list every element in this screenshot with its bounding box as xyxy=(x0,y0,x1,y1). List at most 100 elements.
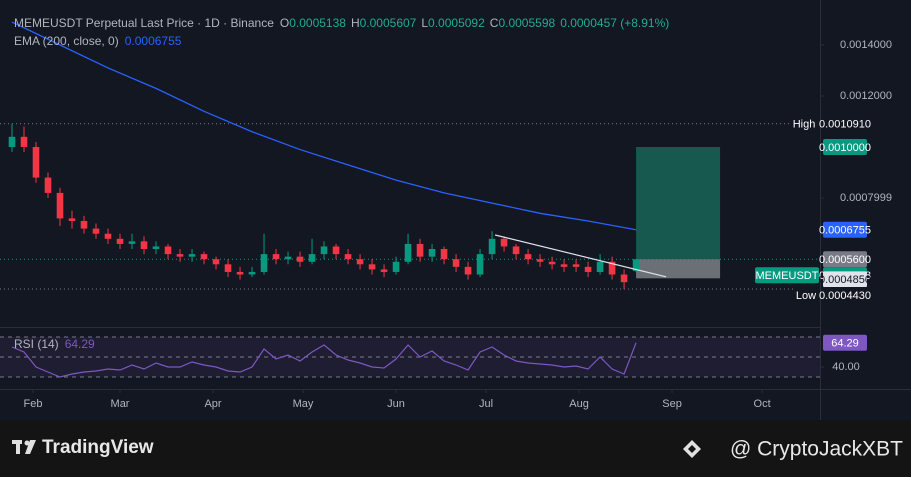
footer-background xyxy=(0,420,911,477)
candle-body xyxy=(308,254,316,262)
x-tick-label: Oct xyxy=(754,398,771,410)
candle-body xyxy=(488,238,496,255)
logo-shape xyxy=(25,440,36,454)
rsi-label: RSI (14) xyxy=(14,337,59,351)
candle-body xyxy=(212,259,220,265)
candle-body xyxy=(512,246,520,255)
price-tag-label: Low xyxy=(796,290,816,302)
candle-body xyxy=(128,241,136,244)
price-badge xyxy=(823,139,867,156)
rsi-line xyxy=(11,342,637,378)
y-tick-label: 0.0012000 xyxy=(840,90,892,102)
watermark-icon xyxy=(683,440,701,458)
candle-body xyxy=(44,177,52,193)
candle-body xyxy=(380,269,388,272)
price-badge xyxy=(823,251,867,268)
candle-body xyxy=(68,218,76,221)
candle-body xyxy=(344,254,352,260)
rsi-legend: RSI (14) 64.29 xyxy=(14,337,95,351)
rsi-tick-label: 40.00 xyxy=(832,361,860,373)
x-tick-label: Sep xyxy=(662,398,682,410)
candle-body xyxy=(320,246,328,255)
candle-body xyxy=(428,249,436,257)
candle-body xyxy=(572,264,580,267)
candle-body xyxy=(284,256,292,260)
candle-body xyxy=(548,261,556,265)
candle-body xyxy=(164,246,172,255)
candle-body xyxy=(8,136,16,148)
x-tick-label: Feb xyxy=(24,398,43,410)
x-tick-label: Jun xyxy=(387,398,405,410)
price-tag xyxy=(789,115,819,132)
candle-body xyxy=(332,246,340,255)
candle-body xyxy=(620,274,628,283)
candle-body xyxy=(464,266,472,275)
price-badge-label: 0.0006755 xyxy=(819,225,871,237)
target-zone xyxy=(636,147,721,260)
candle-body xyxy=(416,243,424,257)
candle-body xyxy=(200,254,208,260)
price-badge-label: 0.0004850 xyxy=(819,274,871,286)
candle-body xyxy=(32,147,40,178)
ema-line xyxy=(11,21,637,231)
price-badge xyxy=(823,334,867,351)
ema-label: EMA (200, close, 0) xyxy=(14,34,119,48)
candle-body xyxy=(92,228,100,234)
logo-shape xyxy=(24,440,30,446)
y-tick-label: 0.0007999 xyxy=(840,192,892,204)
price-tag-label: MEMEUSDT xyxy=(756,270,819,282)
candle-body xyxy=(536,259,544,262)
candle-body xyxy=(452,259,460,267)
candle-body xyxy=(248,271,256,275)
y-tick-label: 0.0014000 xyxy=(840,39,892,51)
logo-shape xyxy=(16,440,20,454)
price-badge-label: 0.0005600 xyxy=(819,254,871,266)
candle-body xyxy=(632,259,640,271)
candle-body xyxy=(140,241,148,250)
candle-body xyxy=(584,266,592,272)
candle-body xyxy=(104,233,112,239)
ohlc-value: 0.0005138 xyxy=(289,16,346,30)
candle-body xyxy=(356,259,364,265)
candle-body xyxy=(404,243,412,262)
title: MEMEUSDT Perpetual Last Price · 1D · Bin… xyxy=(14,16,274,30)
price-badge-label: 0.0004430 xyxy=(819,290,871,302)
x-tick-label: May xyxy=(293,398,314,410)
price-badge-label: 0.0010000 xyxy=(819,142,871,154)
candle-body xyxy=(368,264,376,270)
candle-body xyxy=(80,220,88,229)
stop-zone xyxy=(636,259,721,279)
candle-body xyxy=(608,261,616,275)
ohlc-value: 0.0005607 xyxy=(360,16,417,30)
price-badge-label: 64.29 xyxy=(831,338,859,350)
price-badge xyxy=(823,115,867,132)
ema-legend: EMA (200, close, 0) 0.0006755 xyxy=(14,34,182,48)
ohlc-value: 0.0005092 xyxy=(428,16,485,30)
candle-body xyxy=(596,261,604,272)
header: MEMEUSDT Perpetual Last Price · 1D · Bin… xyxy=(14,16,669,30)
candle-body xyxy=(20,136,28,148)
candle-body xyxy=(176,254,184,257)
candle-body xyxy=(560,264,568,267)
price-tag-label: High xyxy=(793,119,816,131)
candle-body xyxy=(188,254,196,257)
candle-body xyxy=(224,264,232,272)
plot: Feb Mar Apr May Jun Jul Aug Sep Oct 0.0014000 0.00… xyxy=(0,21,892,410)
candle-body xyxy=(56,192,64,219)
change: 0.0000457 (+8.91%) xyxy=(560,16,669,30)
price-tag xyxy=(755,267,819,284)
price-badge xyxy=(823,221,867,238)
candle-body xyxy=(116,238,124,244)
candle-body xyxy=(524,254,532,260)
x-tick-label: Apr xyxy=(204,398,221,410)
candle-body xyxy=(152,246,160,250)
candle-body xyxy=(272,254,280,260)
candle-body xyxy=(236,271,244,275)
candle-body xyxy=(260,254,268,272)
rsi-value: 64.29 xyxy=(65,337,95,351)
x-tick-label: Mar xyxy=(111,398,130,410)
price-badge-label: 0.0010910 xyxy=(819,119,871,131)
trendline xyxy=(494,234,667,278)
chart-background xyxy=(0,0,911,420)
